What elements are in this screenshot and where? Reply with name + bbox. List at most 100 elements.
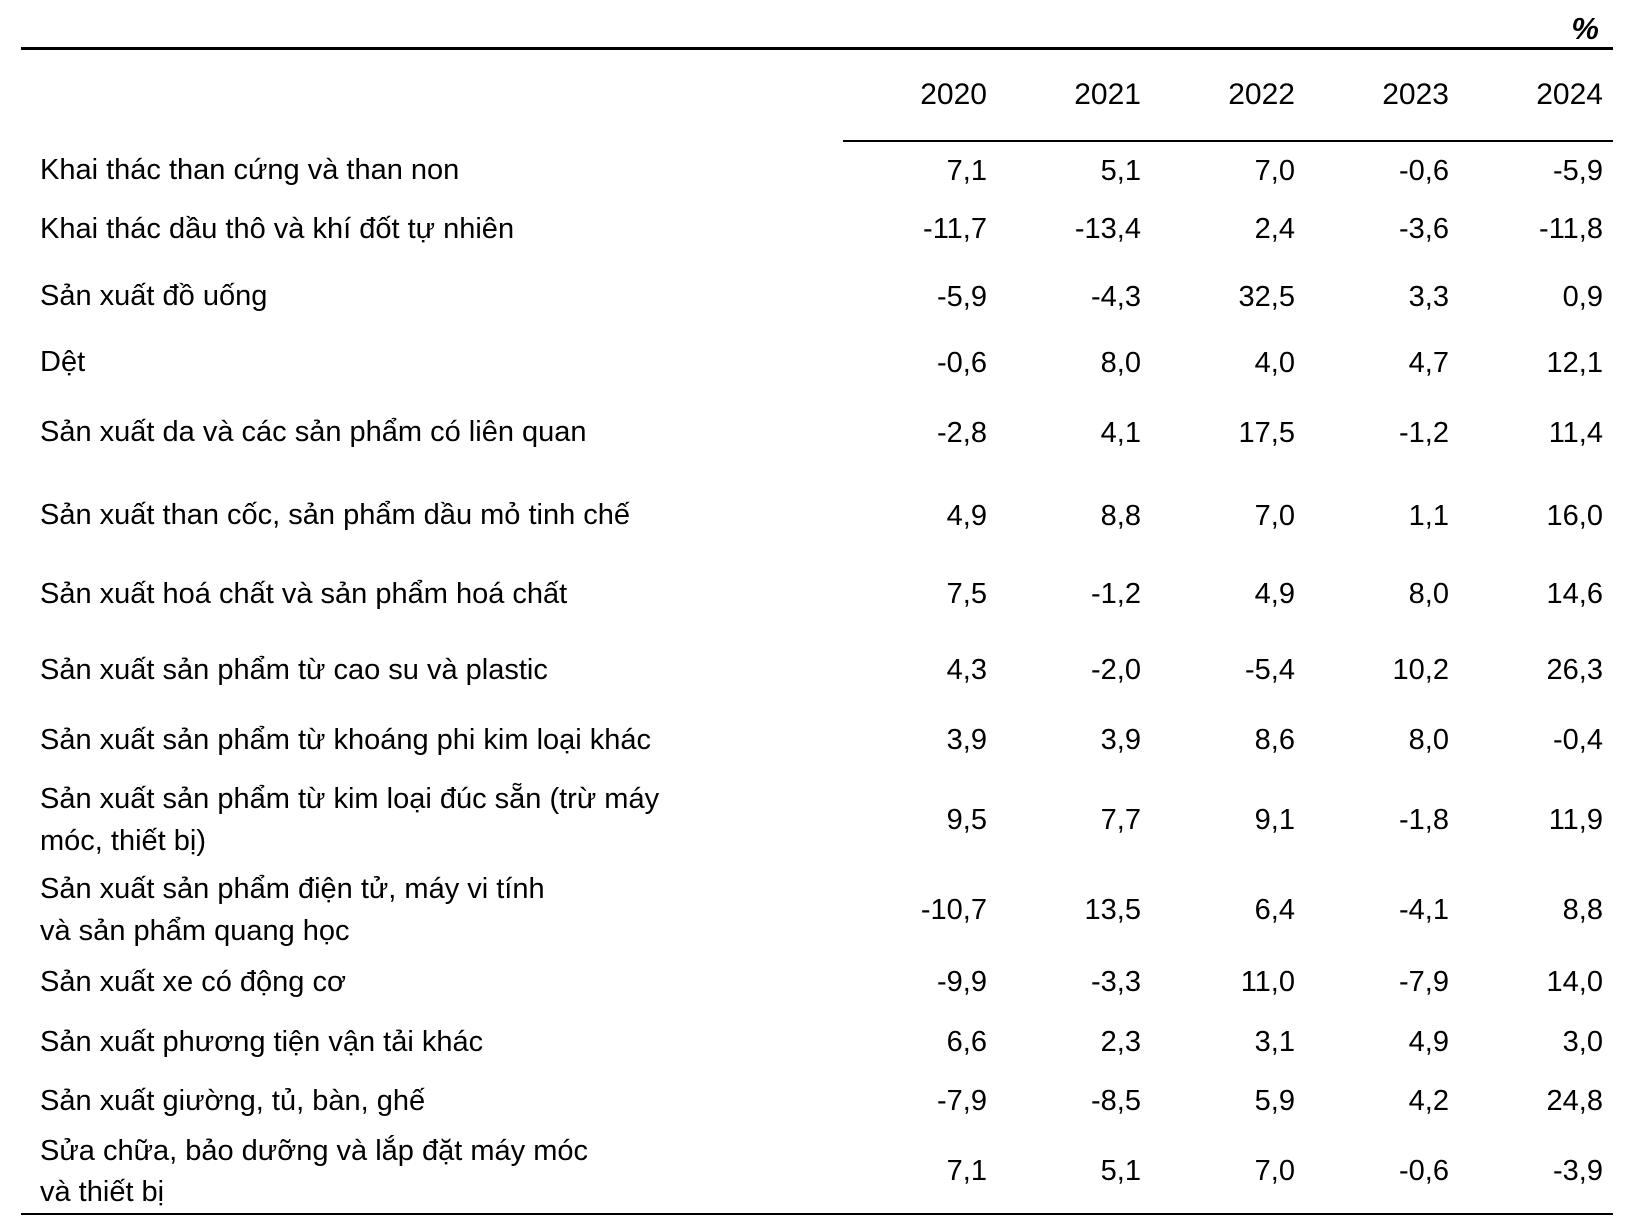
row-label: Sản xuất da và các sản phẩm có liên quan bbox=[40, 416, 587, 449]
cell-value: 14,6 bbox=[1546, 578, 1603, 610]
row-label: Khai thác than cứng và than non bbox=[40, 153, 460, 186]
cell-value: 9,5 bbox=[946, 804, 987, 836]
cell-value: 7,0 bbox=[1254, 499, 1295, 532]
cell-value: -7,9 bbox=[1399, 966, 1449, 998]
cell-value: 7,1 bbox=[946, 154, 987, 187]
row-label: Sản xuất sản phẩm từ khoáng phi kim loại… bbox=[40, 723, 652, 756]
cell-value: 2,3 bbox=[1100, 1026, 1141, 1058]
row-label-header bbox=[21, 49, 843, 141]
cell-value: 5,1 bbox=[1100, 1155, 1141, 1188]
cell-value: 3,3 bbox=[1408, 280, 1449, 313]
table-body: Khai thác than cứng và than non 7,1 5,1 7,0… bbox=[21, 141, 1613, 1214]
cell-value: 4,2 bbox=[1408, 1085, 1449, 1117]
cell-value: 7,5 bbox=[946, 578, 987, 610]
cell-value: -7,9 bbox=[937, 1085, 987, 1117]
cell-value: -1,2 bbox=[1091, 578, 1141, 610]
cell-value: 7,7 bbox=[1100, 804, 1141, 836]
table-row: Sản xuất sản phẩm điện tử, máy vi tính v… bbox=[21, 869, 1613, 953]
row-label: Sửa chữa, bảo dưỡng và lắp đặt máy móc v… bbox=[40, 1134, 588, 1208]
table-row: Sản xuất sản phẩm từ cao su và plastic 4,… bbox=[21, 633, 1613, 709]
cell-value: -0,4 bbox=[1553, 724, 1603, 756]
cell-value: -3,3 bbox=[1091, 966, 1141, 998]
cell-value: 17,5 bbox=[1238, 416, 1295, 449]
cell-value: 13,5 bbox=[1084, 894, 1141, 926]
cell-value: -0,6 bbox=[1399, 154, 1449, 187]
cell-value: 3,1 bbox=[1254, 1026, 1295, 1058]
year-header: 2023 bbox=[1305, 48, 1459, 142]
cell-value: -3,9 bbox=[1553, 1155, 1603, 1188]
cell-value: 1,1 bbox=[1408, 499, 1449, 532]
table-row: Dệt -0,6 8,0 4,0 4,7 12,1 bbox=[21, 336, 1613, 391]
cell-value: 4,3 bbox=[946, 654, 987, 686]
cell-value: -1,8 bbox=[1399, 804, 1449, 836]
cell-value: 6,6 bbox=[946, 1026, 987, 1058]
row-label: Sản xuất xe có động cơ bbox=[40, 965, 346, 998]
cell-value: 8,0 bbox=[1100, 346, 1141, 379]
cell-value: 7,0 bbox=[1254, 1155, 1295, 1188]
table-row: Sản xuất xe có động cơ -9,9 -3,3 11,0 -7,9 14… bbox=[21, 953, 1613, 1013]
year-header: 2024 bbox=[1459, 48, 1613, 142]
row-label: Sản xuất đồ uống bbox=[40, 280, 268, 313]
cell-value: 6,4 bbox=[1254, 894, 1295, 926]
cell-value: 4,0 bbox=[1254, 346, 1295, 379]
table-row: Sản xuất hoá chất và sản phẩm hoá chất 7,… bbox=[21, 557, 1613, 633]
cell-value: 11,4 bbox=[1548, 416, 1603, 449]
cell-value: 4,9 bbox=[1408, 1026, 1449, 1058]
cell-value: 8,8 bbox=[1562, 894, 1603, 926]
cell-value: 3,9 bbox=[1100, 724, 1141, 756]
row-label: Khai thác dầu thô và khí đốt tự nhiên bbox=[40, 212, 515, 245]
cell-value: 4,7 bbox=[1408, 346, 1449, 379]
cell-value: 10,2 bbox=[1392, 654, 1449, 686]
row-label: Sản xuất sản phẩm từ kim loại đúc sẵn (t… bbox=[40, 783, 660, 857]
row-label: Sản xuất sản phẩm điện tử, máy vi tính v… bbox=[40, 873, 545, 947]
cell-value: -5,4 bbox=[1245, 654, 1295, 686]
unit-label: % bbox=[1571, 11, 1599, 47]
cell-value: -10,7 bbox=[920, 894, 987, 926]
table-row: Sản xuất sản phẩm từ khoáng phi kim loại… bbox=[21, 709, 1613, 773]
cell-value: 4,9 bbox=[946, 499, 987, 532]
year-header: 2021 bbox=[997, 48, 1151, 142]
table-row: Sản xuất đồ uống -5,9 -4,3 32,5 3,3 0,9 bbox=[21, 259, 1613, 336]
year-header: 2022 bbox=[1151, 48, 1305, 142]
table-row: Sửa chữa, bảo dưỡng và lắp đặt máy móc v… bbox=[21, 1131, 1613, 1214]
row-label: Sản xuất phương tiện vận tải khác bbox=[40, 1025, 484, 1058]
table-row: Sản xuất sản phẩm từ kim loại đúc sẵn (t… bbox=[21, 773, 1613, 869]
cell-value: 4,1 bbox=[1100, 416, 1141, 449]
cell-value: 3,9 bbox=[946, 724, 987, 756]
cell-value: 8,0 bbox=[1408, 578, 1449, 610]
year-header: 2020 bbox=[843, 48, 997, 142]
cell-value: 11,9 bbox=[1548, 804, 1603, 836]
cell-value: -1,2 bbox=[1399, 416, 1449, 449]
cell-value: -8,5 bbox=[1091, 1085, 1141, 1117]
table-row: Sản xuất than cốc, sản phẩm dầu mỏ tinh … bbox=[21, 476, 1613, 557]
cell-value: 32,5 bbox=[1238, 280, 1295, 313]
row-label: Sản xuất sản phẩm từ cao su và plastic bbox=[40, 653, 548, 686]
statistics-table-page: % 2020 2021 2022 2023 2024 Khai thác than cứ… bbox=[21, 0, 1613, 1215]
row-label: Sản xuất giường, tủ, bàn, ghế bbox=[40, 1084, 426, 1117]
cell-value: 2,4 bbox=[1254, 213, 1295, 245]
cell-value: 9,1 bbox=[1254, 804, 1295, 836]
cell-value: 24,8 bbox=[1546, 1085, 1603, 1117]
cell-value: 8,8 bbox=[1100, 499, 1141, 532]
cell-value: 7,1 bbox=[946, 1155, 987, 1188]
cell-value: 16,0 bbox=[1546, 499, 1603, 532]
cell-value: -13,4 bbox=[1074, 213, 1141, 245]
cell-value: 5,9 bbox=[1254, 1085, 1295, 1117]
cell-value: 11,0 bbox=[1240, 966, 1295, 998]
cell-value: -11,7 bbox=[923, 213, 987, 245]
cell-value: -4,1 bbox=[1399, 894, 1449, 926]
cell-value: 12,1 bbox=[1546, 346, 1603, 379]
cell-value: 14,0 bbox=[1546, 966, 1603, 998]
cell-value: 8,6 bbox=[1254, 724, 1295, 756]
cell-value: -9,9 bbox=[937, 966, 987, 998]
cell-value: -2,8 bbox=[937, 416, 987, 449]
table-row: Sản xuất giường, tủ, bàn, ghế -7,9 -8,5 5,9… bbox=[21, 1073, 1613, 1131]
table-row: Sản xuất phương tiện vận tải khác 6,6 2,3 3… bbox=[21, 1013, 1613, 1073]
table-row: Khai thác than cứng và than non 7,1 5,1 7,0… bbox=[21, 141, 1613, 201]
row-label: Dệt bbox=[40, 346, 86, 379]
industrial-production-table: 2020 2021 2022 2023 2024 Khai thác than cứng… bbox=[21, 47, 1613, 1215]
cell-value: -2,0 bbox=[1091, 654, 1141, 686]
row-label: Sản xuất than cốc, sản phẩm dầu mỏ tinh … bbox=[40, 499, 631, 532]
cell-value: 4,9 bbox=[1254, 578, 1295, 610]
cell-value: 8,0 bbox=[1408, 724, 1449, 756]
